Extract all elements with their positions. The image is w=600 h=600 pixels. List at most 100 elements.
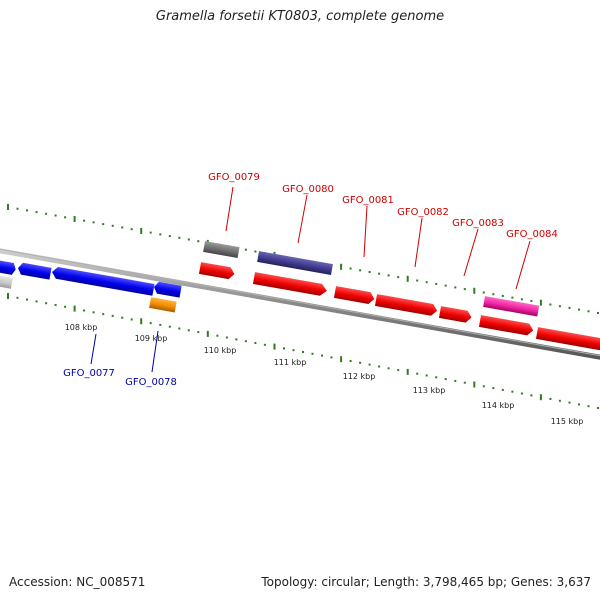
gene-feature-gfo0078[interactable] [149,297,177,313]
gene-feature-gfo0079-cds[interactable] [198,262,236,280]
minor-tick [463,288,466,291]
gene-label-gfo0077[interactable]: GFO_0077 [63,368,115,379]
minor-tick [149,231,152,234]
minor-tick [54,214,57,217]
gene-label-gfo0080[interactable]: GFO_0080 [282,184,334,195]
minor-tick [159,323,162,326]
gene-feature-gfo0077b[interactable] [153,281,182,298]
minor-tick [444,378,447,381]
major-tick [140,318,143,325]
gene-feature-gfo0084-cds[interactable] [478,315,534,336]
gene-label-gfo0079[interactable]: GFO_0079 [208,172,260,183]
gene-feature-gfo0080-cds[interactable] [252,272,328,297]
gene-feature-gfo0081-cds[interactable] [333,286,375,305]
minor-tick [568,306,571,309]
minor-tick [35,300,38,303]
map-title: Gramella forsetii KT0803, complete genom… [155,9,445,24]
gene-feature-gfo0076a[interactable] [17,262,52,280]
major-tick [273,343,276,350]
gene-feature-gfo0084[interactable] [483,296,540,317]
minor-tick [45,302,48,305]
minor-tick [359,361,362,364]
minor-tick [454,379,457,382]
minor-tick [64,216,67,219]
minor-tick [349,360,352,362]
gene-label-gfo0081[interactable]: GFO_0081 [342,195,394,206]
minor-tick [26,209,28,212]
minor-tick [121,316,124,319]
minor-tick [187,238,190,241]
minor-tick [16,296,19,299]
reverse-tick-track [7,293,599,409]
minor-tick [178,236,181,239]
minor-tick [501,294,504,297]
scale-label-110: 110 kbp [204,346,237,355]
minor-tick [225,336,228,339]
gene-label-gfo0084[interactable]: GFO_0084 [506,229,558,240]
minor-tick [168,325,171,328]
major-tick [406,275,409,282]
minor-tick [482,291,485,294]
label-leaders [90,186,531,373]
minor-tick [511,296,514,299]
major-tick [7,204,9,210]
gene-feature-gfo0083-cds[interactable] [438,306,473,323]
minor-tick [292,349,295,352]
minor-tick [45,212,48,215]
minor-tick [26,298,28,301]
major-tick [140,227,143,234]
gene-label-gfo0082[interactable]: GFO_0082 [397,207,449,218]
gene-feature-gfo0082-cds[interactable] [374,294,438,317]
minor-tick [102,223,105,226]
minor-tick [302,351,304,353]
minor-tick [435,282,438,285]
gene-feature-gray-left[interactable] [0,275,13,289]
minor-tick [501,388,504,391]
minor-tick [311,352,314,355]
minor-tick [387,274,390,277]
gene-labels: GFO_0079 GFO_0080 GFO_0081 GFO_0082 GFO_… [63,172,558,388]
minor-tick [254,250,257,253]
minor-tick [578,308,580,311]
minor-tick [111,224,114,227]
minor-tick [16,207,19,210]
minor-tick [578,403,580,406]
major-tick [473,381,476,388]
major-tick [539,299,542,306]
minor-tick [378,365,381,368]
major-tick [7,293,9,299]
major-tick [473,287,476,294]
minor-tick [444,284,447,287]
minor-tick [83,219,86,222]
genome-summary-text: Topology: circular; Length: 3,798,465 bp… [261,575,591,589]
minor-tick [597,407,599,409]
minor-tick [283,347,285,350]
scale-label-114: 114 kbp [482,401,515,410]
gene-feature-right-edge[interactable] [535,327,600,352]
scale-label-115: 115 kbp [551,417,584,426]
minor-tick [187,329,190,332]
minor-tick [397,369,400,372]
minor-tick [111,314,114,317]
gene-label-gfo0083[interactable]: GFO_0083 [452,218,504,229]
scale-label-113: 113 kbp [413,386,446,395]
minor-tick [520,298,523,301]
minor-tick [159,233,162,236]
gene-feature-gfo0077[interactable] [51,266,155,296]
minor-tick [216,334,219,337]
gene-feature-gfo0080[interactable] [257,251,333,275]
minor-tick [92,221,95,224]
minor-tick [92,311,95,314]
minor-tick [416,279,419,282]
minor-tick [549,303,552,306]
minor-tick [321,354,323,357]
gene-feature-left-edge[interactable] [0,260,17,275]
minor-tick [244,248,247,251]
minor-tick [558,305,561,308]
gene-label-gfo0078[interactable]: GFO_0078 [125,377,177,388]
minor-tick [368,271,371,273]
scale-label-112: 112 kbp [343,372,376,381]
scale-label-111: 111 kbp [274,358,307,367]
gene-feature-gfo0079[interactable] [203,241,240,259]
